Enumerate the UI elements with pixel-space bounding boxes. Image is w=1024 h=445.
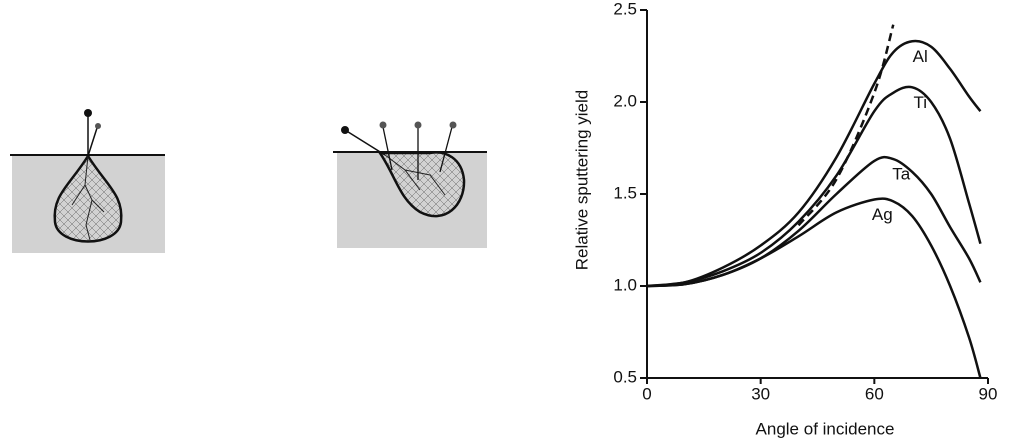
series-line [646,155,982,288]
normal-incidence-diagram [10,109,165,253]
series-label: Ti [913,93,927,112]
y-tick-label: 2.0 [613,91,637,110]
series-line [646,197,982,379]
oblique-incidence-diagram [333,121,487,248]
series-line [646,39,982,288]
y-tick-label: 1.5 [613,183,637,202]
x-tick-label: 60 [865,384,884,403]
y-axis-label: Relative sputtering yield [572,90,591,270]
y-tick-label: 2.5 [613,0,637,18]
x-tick-label: 30 [751,384,770,403]
series-label: Ag [872,205,893,224]
x-axis-label: Angle of incidence [756,419,895,438]
series-label: Ta [892,165,911,184]
series-label: Al [913,47,928,66]
x-tick-label: 0 [642,384,651,403]
y-tick-label: 1.0 [613,275,637,294]
series-line [797,24,895,227]
y-tick-label: 0.5 [613,367,637,386]
x-tick-label: 90 [979,384,998,403]
series-line [646,85,982,288]
